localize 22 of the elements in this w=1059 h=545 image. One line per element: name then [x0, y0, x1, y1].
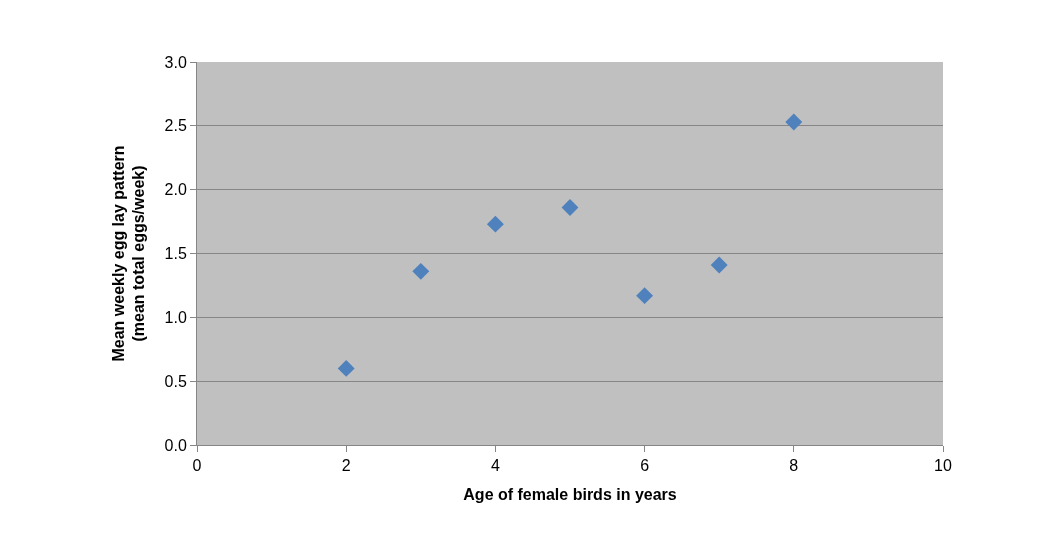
- point: [636, 287, 654, 305]
- y-axis-title: Mean weekly egg lay pattern (mean total eggs/week): [109, 145, 148, 362]
- x-tick-label: 2: [341, 457, 351, 475]
- x-tick-label: 8: [789, 457, 799, 475]
- x-tick-label: 6: [640, 457, 650, 475]
- y-tick-label: 1.0: [164, 308, 187, 326]
- y-tick-label: 0.0: [164, 436, 187, 454]
- y-tick-label: 2.0: [164, 181, 187, 199]
- y-tick-label: 1.5: [164, 245, 187, 263]
- y-tick-label: 3.0: [164, 53, 187, 71]
- x-axis-title: Age of female birds in years: [463, 485, 677, 503]
- point: [486, 215, 504, 233]
- y-tick-label: 0.5: [164, 372, 187, 390]
- point: [710, 256, 728, 274]
- point: [561, 199, 579, 216]
- point: [785, 113, 803, 131]
- point: [337, 359, 355, 377]
- x-tick-label: 10: [934, 457, 952, 475]
- y-tick-label: 2.5: [164, 117, 187, 135]
- x-tick-label: 0: [192, 457, 202, 475]
- x-tick-label: 4: [490, 457, 500, 475]
- point: [412, 262, 430, 280]
